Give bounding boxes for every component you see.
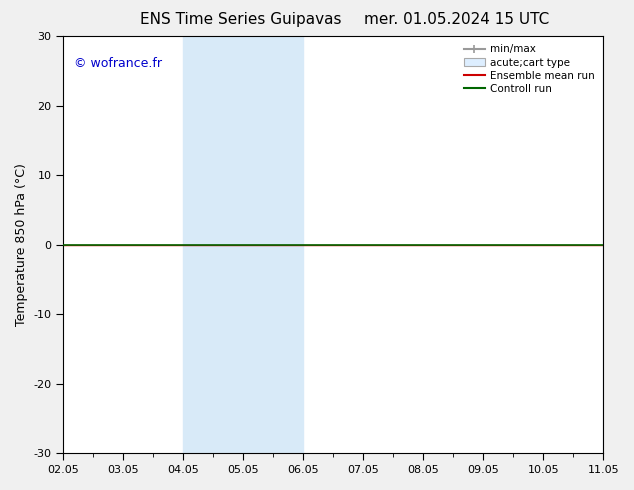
Legend: min/max, acute;cart type, Ensemble mean run, Controll run: min/max, acute;cart type, Ensemble mean … [461,41,598,97]
Text: mer. 01.05.2024 15 UTC: mer. 01.05.2024 15 UTC [364,12,549,27]
Text: © wofrance.fr: © wofrance.fr [74,57,162,70]
Bar [603,36,634,453]
Text: ENS Time Series Guipavas: ENS Time Series Guipavas [140,12,342,27]
Bar [183,36,303,453]
Y-axis label: Temperature 850 hPa (°C): Temperature 850 hPa (°C) [15,163,28,326]
